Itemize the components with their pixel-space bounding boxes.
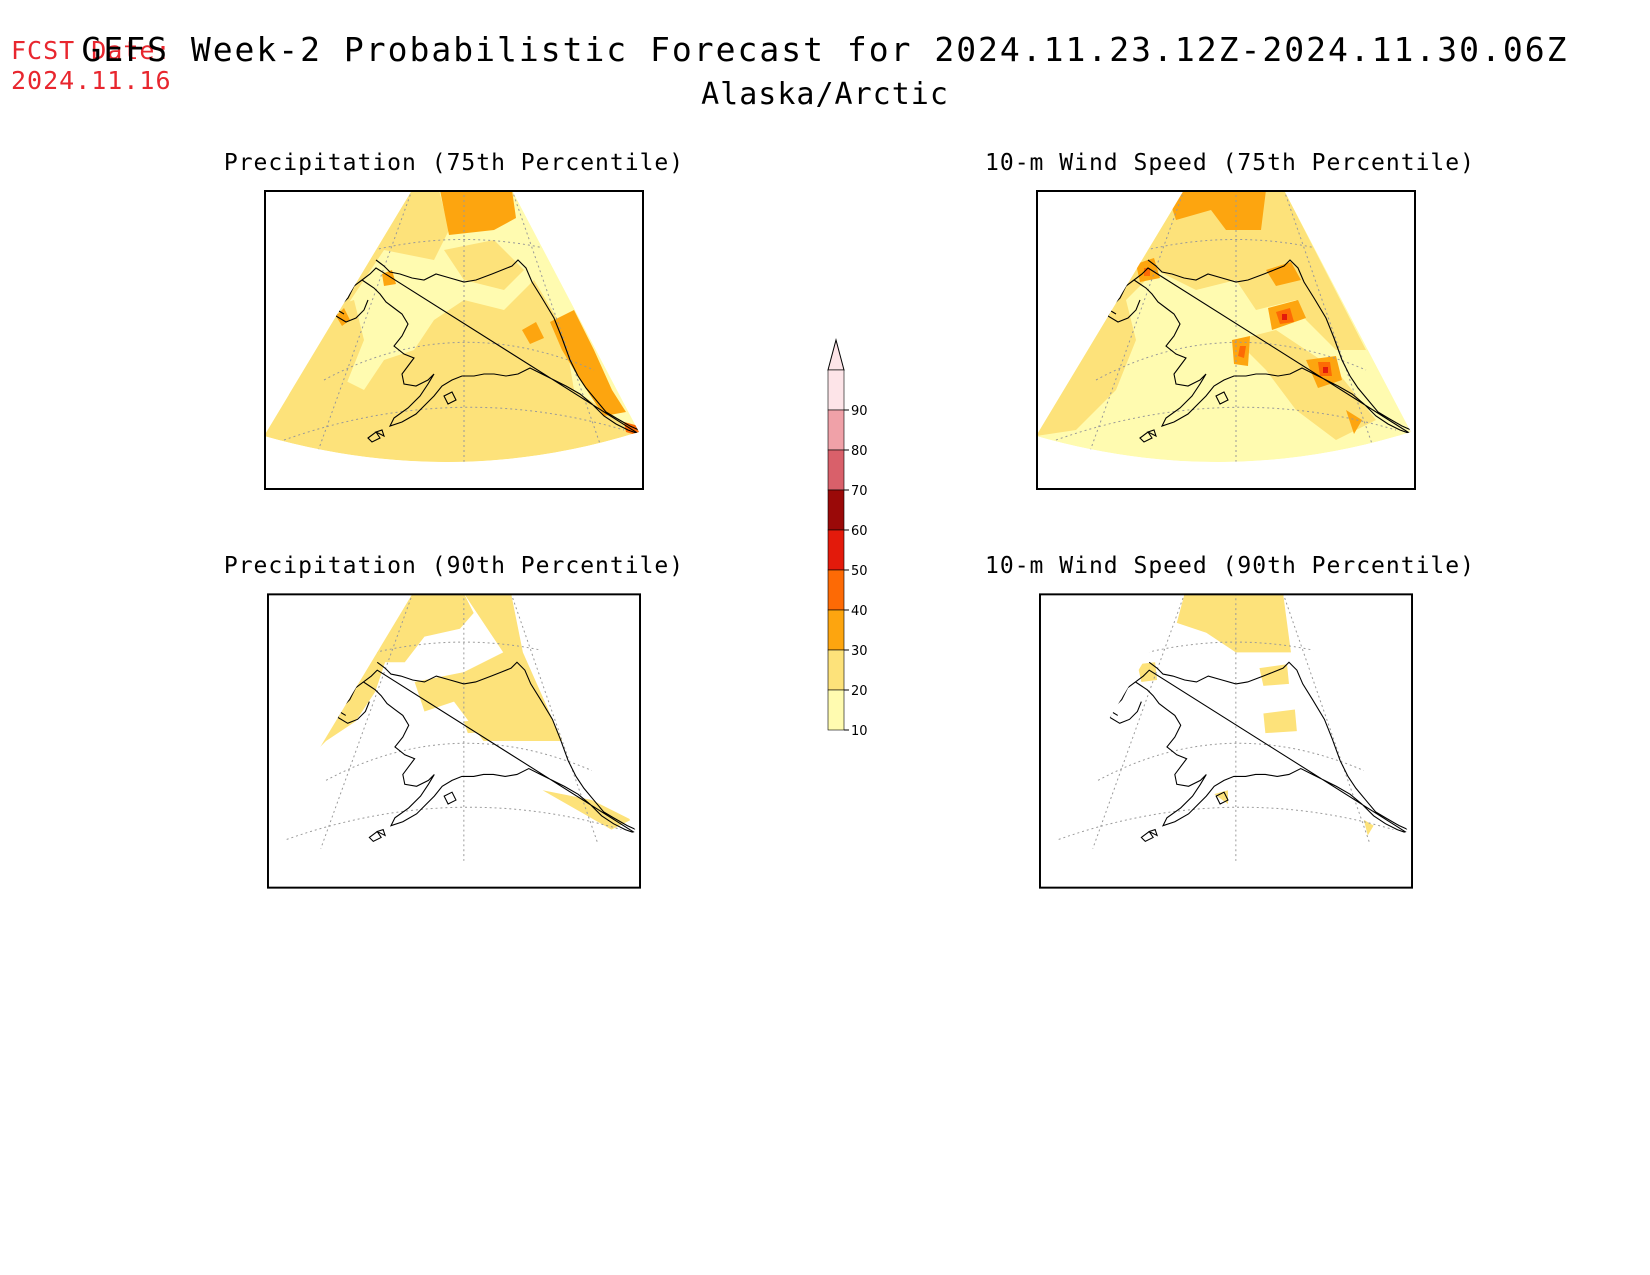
contour-30	[550, 310, 626, 416]
contour-20	[463, 717, 504, 734]
contour-20	[284, 300, 364, 410]
contour-20	[1259, 664, 1289, 686]
colorbar-segment-60	[827, 489, 845, 531]
contour-40	[1238, 346, 1246, 358]
colorbar-label-70: 70	[851, 484, 868, 499]
map-precip-90	[267, 593, 641, 889]
contour-20	[1236, 330, 1376, 440]
forecast-date-label: FCST Date:	[11, 36, 172, 65]
contour-30	[1266, 262, 1301, 286]
graticule	[286, 593, 622, 862]
colorbar-label-60: 60	[851, 524, 868, 539]
colorbar-label-90: 90	[851, 404, 868, 419]
colorbar-svg: 90 80 70 60 50 40 30 20 10	[827, 338, 868, 739]
contour-50	[1323, 367, 1328, 373]
colorbar-segment-80	[827, 409, 845, 451]
map-precip-75	[264, 190, 644, 490]
colorbar-segment-10	[827, 689, 845, 731]
colorbar-label-30: 30	[851, 644, 868, 659]
contour-30	[1346, 410, 1362, 434]
colorbar-segment-20	[827, 649, 845, 691]
map-frame	[267, 593, 641, 889]
panel-title-wind-90: 10-m Wind Speed (90th Percentile)	[985, 553, 1475, 579]
panel-title-precip-75: Precipitation (75th Percentile)	[223, 150, 685, 176]
contour-20	[542, 790, 632, 830]
colorbar: 90 80 70 60 50 40 30 20 10	[820, 335, 890, 739]
colorbar-segment-30	[827, 609, 845, 651]
region-title: Alaska/Arctic	[701, 77, 949, 112]
panel-title-precip-90: Precipitation (90th Percentile)	[223, 553, 685, 579]
contour-20	[267, 786, 287, 804]
map-svg-wind-90	[1039, 593, 1413, 889]
contour-20	[264, 190, 639, 463]
page-title: GEFS Week-2 Probabilistic Forecast for 2…	[81, 30, 1569, 69]
map-svg-wind-75	[1036, 190, 1416, 490]
colorbar-segment-50	[827, 529, 845, 571]
forecast-date-value: 2024.11.16	[11, 66, 172, 95]
forecast-date-block: FCST Date: 2024.11.16	[11, 36, 172, 96]
map-svg-precip-90	[267, 593, 641, 889]
map-wind-90	[1039, 593, 1413, 889]
map-domain	[1039, 593, 1409, 862]
map-domain	[267, 593, 637, 862]
map-wind-75	[1036, 190, 1416, 490]
panel-title-wind-75: 10-m Wind Speed (75th Percentile)	[985, 150, 1475, 176]
colorbar-label-80: 80	[851, 444, 868, 459]
contour-20	[1036, 190, 1366, 436]
graticule	[1055, 190, 1397, 463]
colorbar-segment-90	[827, 369, 845, 411]
colorbar-label-10: 10	[851, 724, 868, 735]
colorbar-segment-40	[827, 569, 845, 611]
contour-20	[444, 240, 524, 290]
graticule	[1058, 593, 1394, 862]
map-frame	[1039, 593, 1413, 889]
map-frame	[1036, 190, 1416, 490]
contour-30	[522, 322, 544, 344]
graticule	[283, 190, 625, 463]
colorbar-label-50: 50	[851, 564, 868, 579]
colorbar-top-arrow	[827, 338, 845, 371]
colorbar-label-20: 20	[851, 684, 868, 699]
colorbar-label-40: 40	[851, 604, 868, 619]
map-frame	[264, 190, 644, 490]
contour-30	[1166, 190, 1266, 230]
contour-20	[306, 593, 474, 761]
contour-30	[440, 190, 516, 235]
colorbar-segment-70	[827, 449, 845, 491]
map-svg-precip-75	[264, 190, 644, 490]
contour-50	[1282, 314, 1287, 320]
contour-20	[1176, 593, 1291, 653]
contour-20	[414, 593, 563, 741]
contour-20	[1263, 709, 1297, 734]
